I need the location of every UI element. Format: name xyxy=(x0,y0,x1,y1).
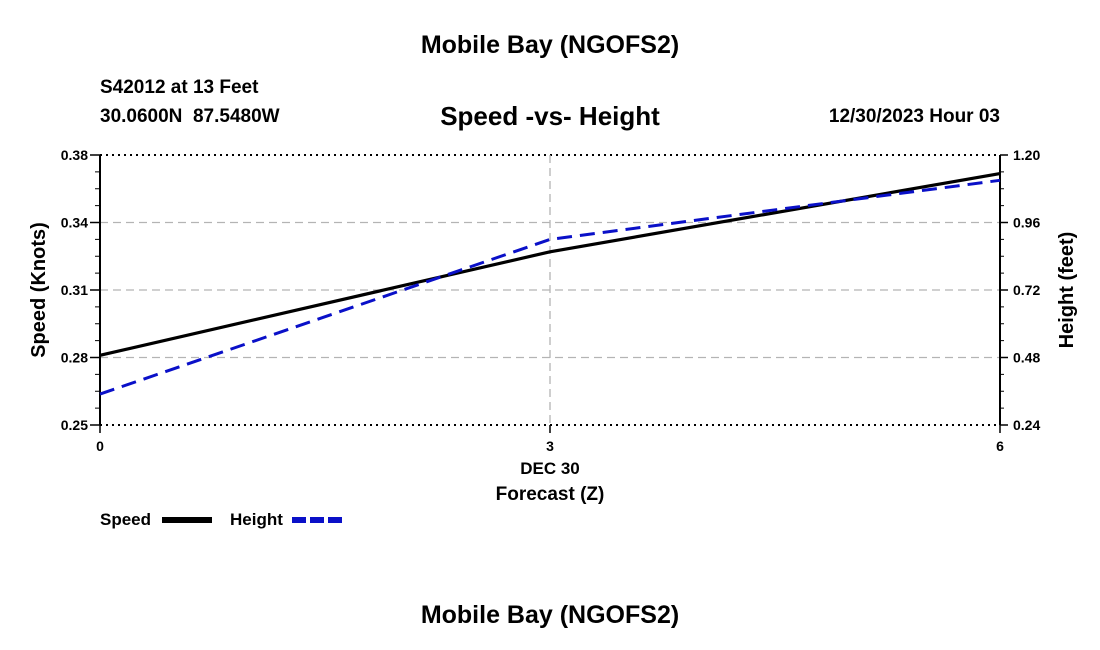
y-tick-label: 0.25 xyxy=(61,417,88,433)
y2-axis-title: Height (feet) xyxy=(1056,232,1078,349)
y-tick-label: 0.28 xyxy=(61,350,88,366)
y2-tick-label: 0.96 xyxy=(1013,215,1040,231)
footer-title: Mobile Bay (NGOFS2) xyxy=(420,601,680,629)
x-axis-date-label: DEC 30 xyxy=(520,459,580,478)
x-tick-label: 0 xyxy=(96,438,104,454)
forecast-datetime: 12/30/2023 Hour 03 xyxy=(828,106,1000,127)
x-tick-label: 6 xyxy=(996,438,1004,454)
legend-label-height: Height xyxy=(230,510,283,529)
y2-tick-label: 0.24 xyxy=(1013,417,1040,433)
x-axis-title: Forecast (Z) xyxy=(496,484,605,505)
legend-label-speed: Speed xyxy=(100,510,151,529)
chart-title: Mobile Bay (NGOFS2) xyxy=(420,31,680,59)
y-axis-title: Speed (Knots) xyxy=(28,222,50,358)
y-tick-label: 0.38 xyxy=(61,147,88,163)
y2-tick-label: 0.72 xyxy=(1013,282,1040,298)
series-line-speed xyxy=(99,172,1001,357)
y-tick-label: 0.31 xyxy=(61,282,88,298)
y-tick-label: 0.34 xyxy=(61,215,88,231)
chart-subtitle: Speed -vs- Height xyxy=(440,101,660,131)
y2-tick-label: 0.48 xyxy=(1013,350,1040,366)
station-coords: 30.0600N 87.5480W xyxy=(100,106,280,127)
station-label: S42012 at 13 Feet xyxy=(100,77,259,98)
x-tick-label: 3 xyxy=(546,438,554,454)
y2-tick-label: 1.20 xyxy=(1013,147,1040,163)
